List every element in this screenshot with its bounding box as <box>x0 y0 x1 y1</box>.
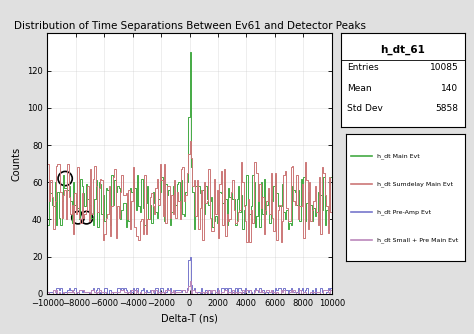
Title: Distribution of Time Separations Between Ev61 and Detector Peaks: Distribution of Time Separations Between… <box>14 21 365 31</box>
Text: 140: 140 <box>441 84 458 93</box>
Text: Mean: Mean <box>347 84 372 93</box>
Text: Std Dev: Std Dev <box>347 105 383 114</box>
Text: 10085: 10085 <box>429 63 458 72</box>
X-axis label: Delta-T (ns): Delta-T (ns) <box>161 313 218 323</box>
Text: h_dt Main Evt: h_dt Main Evt <box>377 154 419 159</box>
Text: Entries: Entries <box>347 63 379 72</box>
Text: h_dt Small + Pre Main Evt: h_dt Small + Pre Main Evt <box>377 237 458 243</box>
Text: h_dt Pre-Amp Evt: h_dt Pre-Amp Evt <box>377 209 431 215</box>
Text: 5858: 5858 <box>435 105 458 114</box>
Text: h_dt_61: h_dt_61 <box>381 45 425 55</box>
Y-axis label: Counts: Counts <box>11 147 21 181</box>
Text: h_dt Sumdelay Main Evt: h_dt Sumdelay Main Evt <box>377 181 453 187</box>
